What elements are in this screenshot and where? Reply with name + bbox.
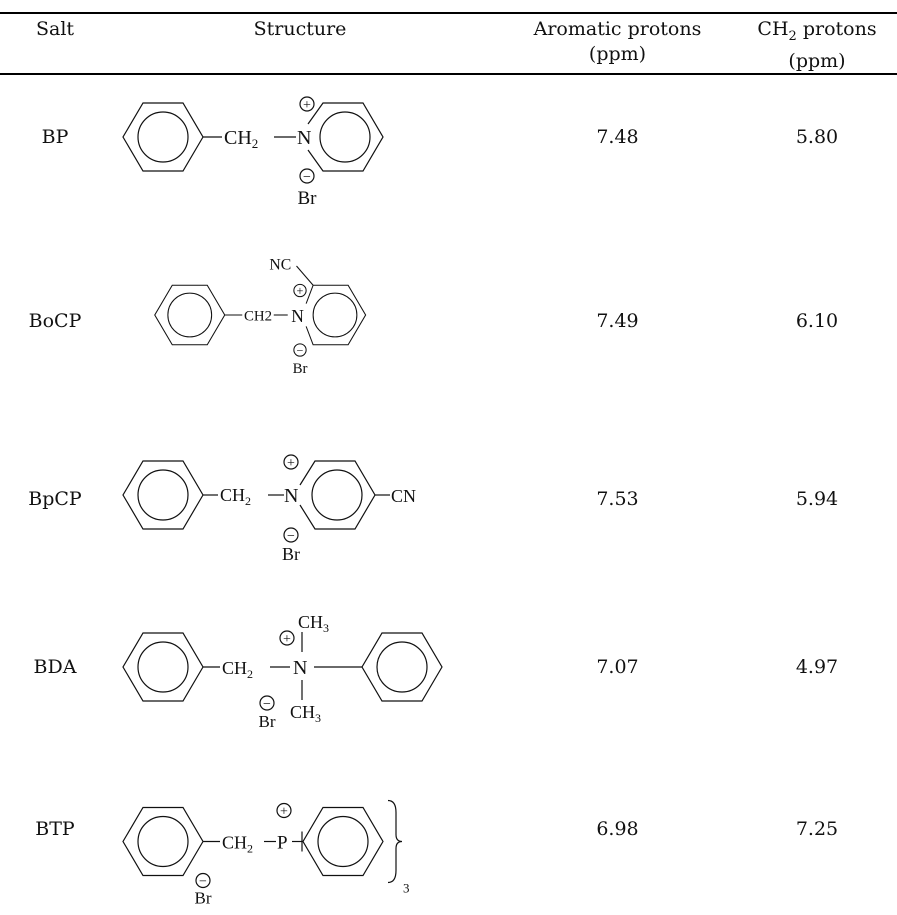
minus-sign: − <box>303 170 311 185</box>
salt-name: BP <box>41 126 69 148</box>
aromatic-circle <box>137 641 189 693</box>
structure-bp: CH2 N + − Br <box>122 96 384 209</box>
plus-sign: + <box>283 632 291 647</box>
header-aromatic-line1: Aromatic protons <box>533 18 702 40</box>
salt-name: BpCP <box>28 488 82 510</box>
table-top-rule <box>0 12 897 14</box>
plus-sign: + <box>287 456 295 471</box>
benzene-ring <box>122 806 204 877</box>
ch3-bottom-label: CH3 <box>290 702 321 725</box>
aromatic-value: 7.53 <box>596 488 639 510</box>
ch2-value: 5.94 <box>795 488 839 510</box>
salt-name: BTP <box>35 818 75 840</box>
structure-bda: CH2 N CH3 CH3 + − Br <box>122 612 443 731</box>
pyridinium-ring <box>307 102 384 172</box>
br-anion: Br <box>195 889 212 908</box>
brace-right <box>387 799 403 884</box>
header-structure: Structure <box>253 18 347 40</box>
ch2-label: CH2 <box>222 833 253 856</box>
structure-bpcp: CH2 N CN + − Br <box>122 454 416 564</box>
subscript-three: 3 <box>403 881 410 896</box>
n-atom: N <box>297 127 311 149</box>
table-header-rule <box>0 73 897 75</box>
n-atom: N <box>291 306 304 326</box>
br-anion: Br <box>293 361 308 377</box>
ch2-label: CH2 <box>220 485 251 508</box>
aromatic-circle <box>312 292 358 338</box>
minus-sign: − <box>263 697 271 712</box>
plus-charge-circle <box>276 802 292 819</box>
aromatic-circle <box>167 292 213 338</box>
header-ch2-protons: CH2 protons (ppm) <box>737 14 897 77</box>
benzene-ring <box>122 460 204 530</box>
ch2-value: 5.80 <box>795 126 839 148</box>
minus-charge-circle <box>299 168 315 184</box>
p-atom: P <box>277 833 288 854</box>
minus-charge-circle <box>195 872 211 889</box>
plus-charge-circle <box>299 96 315 112</box>
plus-sign: + <box>303 98 311 113</box>
cn-label: CN <box>391 486 416 506</box>
ch2-label: CH2 <box>224 127 258 151</box>
plus-sign: + <box>297 284 304 298</box>
aromatic-value: 7.07 <box>596 656 639 678</box>
header-ch2-line2: (ppm) <box>788 49 846 72</box>
aromatic-circle <box>376 641 428 693</box>
minus-charge-circle <box>293 343 307 357</box>
plus-sign: + <box>280 805 288 820</box>
nc-label: NC <box>269 257 291 274</box>
header-ch2-rest: protons <box>796 18 877 40</box>
aromatic-value: 6.98 <box>596 818 639 840</box>
ch3-top-label: CH3 <box>298 612 329 635</box>
br-anion: Br <box>259 712 276 731</box>
ch2-value: 6.10 <box>795 310 839 332</box>
header-ch2-sub: 2 <box>788 28 797 44</box>
header-ch2-ch: CH <box>757 18 789 40</box>
minus-sign: − <box>297 343 304 357</box>
ch2-label: CH2 <box>222 658 253 681</box>
plus-charge-circle <box>293 283 307 298</box>
plus-charge-circle <box>283 454 299 470</box>
ch2-value: 4.97 <box>795 656 839 678</box>
structure-btp: CH2 P + − Br 3 <box>122 799 410 908</box>
aromatic-circle <box>311 469 363 521</box>
aromatic-value: 7.49 <box>596 310 639 332</box>
ch2-label: CH2 <box>244 308 272 324</box>
aromatic-circle <box>137 469 189 521</box>
n-atom: N <box>284 485 298 507</box>
aromatic-circle <box>317 815 369 868</box>
header-salt: Salt <box>35 18 75 40</box>
benzene-ring <box>122 102 204 172</box>
salt-name: BDA <box>33 656 77 678</box>
minus-sign: − <box>199 875 207 890</box>
benzene-ring <box>302 806 384 877</box>
aromatic-circle <box>137 111 189 163</box>
aromatic-value: 7.48 <box>596 126 639 148</box>
aromatic-circle <box>319 111 371 163</box>
minus-charge-circle <box>259 695 275 711</box>
header-aromatic-line2: (ppm) <box>588 43 647 65</box>
minus-sign: − <box>287 529 295 544</box>
structure-bocp: NC CH2 N + − Br <box>154 257 367 377</box>
benzene-ring <box>361 632 443 702</box>
benzene-ring <box>154 284 226 346</box>
nitrile-bond <box>296 265 314 286</box>
br-anion: Br <box>298 188 318 209</box>
aromatic-circle <box>137 815 189 868</box>
n-atom: N <box>293 657 307 679</box>
salt-name: BoCP <box>28 310 82 332</box>
header-ch2-line1: CH2 protons <box>737 14 897 52</box>
benzene-ring <box>122 632 204 702</box>
plus-charge-circle <box>279 630 295 646</box>
minus-charge-circle <box>283 527 299 543</box>
ch2-value: 7.25 <box>795 818 839 840</box>
br-anion: Br <box>282 544 300 564</box>
header-aromatic-protons: Aromatic protons (ppm) <box>500 14 735 70</box>
pyridinium-ring <box>299 460 376 530</box>
